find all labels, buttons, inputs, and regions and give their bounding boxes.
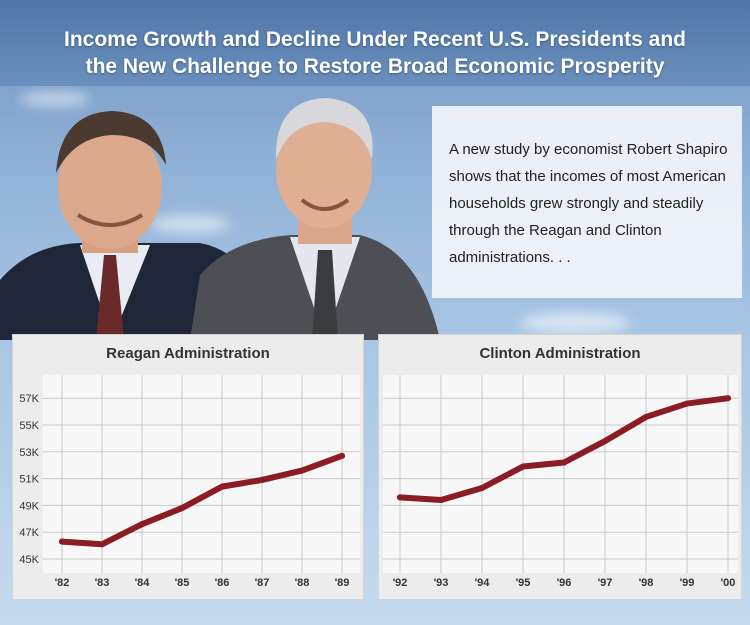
y-tick-label: 47K (19, 527, 39, 539)
x-tick-label: '87 (255, 577, 270, 589)
y-tick-label: 51K (19, 474, 39, 486)
page-title: Income Growth and Decline Under Recent U… (0, 26, 750, 80)
x-tick-label: '82 (55, 577, 70, 589)
data-point (59, 538, 65, 545)
x-tick-label: '98 (639, 577, 654, 589)
y-tick-label: 53K (19, 447, 39, 459)
x-tick-label: '88 (295, 577, 310, 589)
reagan-chart-panel: '82 '83 '84 '85 '86 '87 '88 '89 45K 47K 49K 51K 53K 5… (12, 334, 364, 600)
plot-area (43, 375, 360, 573)
clinton-chart-panel: '92 '93 '94 '95 '96 '97 '98 '99 '00 Clinton Admi… (378, 334, 742, 600)
y-tick-label: 49K (19, 500, 39, 512)
y-tick-label: 55K (19, 420, 39, 432)
series-line (59, 452, 345, 548)
y-tick-label: 57K (19, 393, 39, 405)
cloud (20, 92, 90, 106)
data-point (684, 400, 690, 407)
data-point (339, 452, 345, 459)
x-tick-label: '97 (598, 577, 613, 589)
x-tick-label: '84 (135, 577, 151, 589)
data-point (479, 484, 485, 491)
x-tick-label: '86 (215, 577, 230, 589)
x-tick-label: '92 (393, 577, 408, 589)
data-point (299, 467, 305, 474)
quote-box: A new study by economist Robert Shapiro … (432, 106, 742, 298)
clinton-chart: '92 '93 '94 '95 '96 '97 '98 '99 '00 (383, 375, 738, 589)
data-point (219, 483, 225, 490)
x-tick-label: '94 (475, 577, 491, 589)
x-tick-label: '89 (335, 577, 350, 589)
data-point (99, 541, 105, 548)
data-point (259, 476, 265, 483)
x-tick-label: '96 (557, 577, 572, 589)
clinton-chart-title: Clinton Administration (479, 345, 641, 362)
x-tick-label: '95 (516, 577, 531, 589)
reagan-chart: '82 '83 '84 '85 '86 '87 '88 '89 45K 47K 49K 51K 53K 5… (19, 375, 360, 589)
x-tick-label: '99 (680, 577, 695, 589)
data-point (561, 459, 567, 466)
x-tick-label: '85 (175, 577, 190, 589)
quote-text: A new study by economist Robert Shapiro … (449, 141, 728, 266)
title-line-2: the New Challenge to Restore Broad Econo… (85, 55, 665, 78)
y-tick-label: 45K (19, 554, 39, 566)
x-tick-label: '00 (721, 577, 736, 589)
cloud (150, 215, 230, 233)
x-tick-label: '83 (95, 577, 110, 589)
clinton-portrait (190, 98, 440, 340)
cloud (520, 312, 630, 334)
data-point (397, 494, 403, 501)
title-line-1: Income Growth and Decline Under Recent U… (64, 28, 686, 51)
data-point (438, 497, 444, 504)
reagan-chart-title: Reagan Administration (106, 345, 270, 362)
data-point (643, 413, 649, 420)
data-point (725, 395, 731, 402)
header-banner (0, 0, 750, 86)
x-tick-label: '93 (434, 577, 449, 589)
data-point (602, 438, 608, 445)
data-point (179, 505, 185, 512)
data-point (139, 521, 145, 528)
data-point (520, 463, 526, 470)
